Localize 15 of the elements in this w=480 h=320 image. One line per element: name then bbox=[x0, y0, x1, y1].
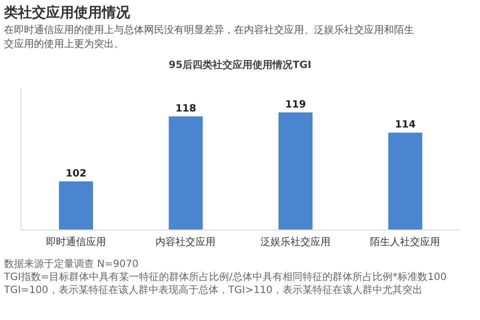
x-tick-label: 内容社交应用 bbox=[156, 236, 216, 248]
chart-subtitle: 类社交应用使用情况 bbox=[4, 4, 130, 22]
data-label: 114 bbox=[394, 120, 416, 131]
text: 交应用的使用上更为突出。 bbox=[4, 38, 125, 52]
text: 在即时通信应用的使用上与总体网民没有明显差异，在内容社交应用、泛娱乐社交应用和陌生 bbox=[4, 24, 415, 38]
data-label: 118 bbox=[175, 103, 196, 114]
text: 数据来源于定量调查 N=9070 bbox=[4, 258, 140, 271]
data-label: 102 bbox=[66, 168, 86, 180]
text: TGI=100，表示某特征在该人群中表现高于总体，TGI>110，表示某特征在该人群中尤其突出 bbox=[4, 284, 424, 297]
data-label: 119 bbox=[285, 99, 306, 110]
x-tick-label: 陌生人社交应用 bbox=[370, 236, 440, 248]
chart-title: 95后四类社交应用使用情况TGI bbox=[168, 58, 312, 72]
x-tick-label: 即时通信应用 bbox=[46, 236, 106, 248]
x-tick-label: 泛娱乐社交应用 bbox=[260, 236, 330, 248]
text: TGI指数=目标群体中具有某一特征的群体所占比例/总体中具有相同特征的群体所占比例*标准数100 bbox=[4, 271, 448, 284]
